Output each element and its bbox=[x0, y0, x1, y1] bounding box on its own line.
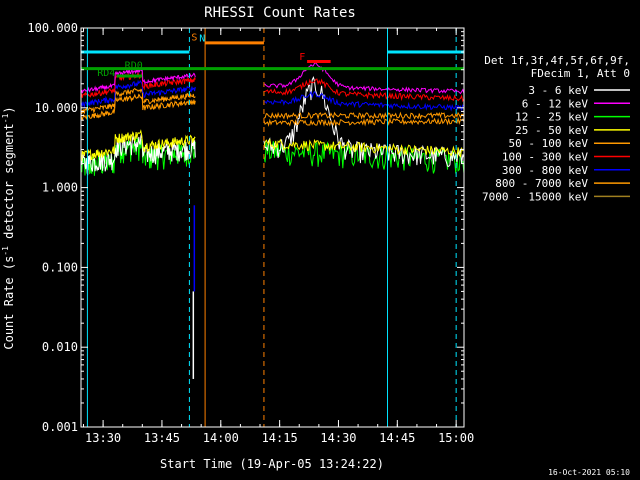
legend-label: 50 - 100 keV bbox=[509, 137, 589, 150]
plot-frame bbox=[80, 27, 465, 428]
legend-label: 800 - 7000 keV bbox=[495, 177, 588, 190]
annotation-layer: NS F RD4 RD0 bbox=[81, 28, 464, 427]
series-line bbox=[263, 76, 465, 167]
legend-header-line-2: FDecim 1, Att 0 bbox=[531, 67, 630, 80]
series-line bbox=[263, 111, 465, 121]
y-axis-label-mid: detector segment bbox=[2, 123, 16, 246]
series-line bbox=[80, 129, 196, 162]
x-axis-label: Start Time (19-Apr-05 13:24:22) bbox=[160, 457, 384, 471]
rd4-label: RD4 bbox=[97, 68, 115, 79]
y-axis-label: Count Rate (s-1 detector segment-1) bbox=[1, 106, 16, 349]
y-axis-label-exp1: -1 bbox=[1, 246, 10, 256]
y-axis-label-exp2: -1 bbox=[1, 113, 10, 123]
series-line bbox=[80, 93, 196, 122]
legend-label: 100 - 300 keV bbox=[502, 151, 588, 164]
x-tick-label: 14:15 bbox=[262, 431, 298, 445]
series-line bbox=[80, 79, 196, 109]
plot-data bbox=[80, 62, 465, 379]
y-tick-label: 1.000 bbox=[42, 181, 78, 195]
series-line bbox=[80, 133, 196, 176]
legend-label: 6 - 12 keV bbox=[522, 97, 589, 110]
x-tick-label: 14:45 bbox=[379, 431, 415, 445]
saa-label: S bbox=[191, 32, 197, 43]
series-line bbox=[80, 66, 196, 94]
series-line bbox=[263, 138, 465, 160]
y-tick-label: 0.100 bbox=[42, 260, 78, 274]
footer-timestamp: 16-Oct-2021 05:10 bbox=[548, 468, 630, 477]
series-line bbox=[263, 90, 465, 112]
legend-label: 3 - 6 keV bbox=[528, 84, 588, 97]
series-line bbox=[263, 116, 465, 127]
rd0-label: RD0 bbox=[125, 61, 143, 72]
series-line bbox=[80, 87, 196, 115]
chart-title: RHESSI Count Rates bbox=[204, 5, 356, 21]
y-tick-label: 10.000 bbox=[35, 101, 78, 115]
legend-label: 25 - 50 keV bbox=[515, 124, 588, 137]
y-tick-label: 100.000 bbox=[27, 21, 78, 35]
y-axis-label-main: Count Rate (s bbox=[2, 256, 16, 350]
y-axis-label-end: ) bbox=[2, 106, 16, 113]
y-tick-label: 0.010 bbox=[42, 340, 78, 354]
x-tick-label: 14:30 bbox=[320, 431, 356, 445]
x-tick-label: 15:00 bbox=[438, 431, 474, 445]
series-line bbox=[263, 62, 465, 95]
legend: Det 1f,3f,4f,5f,6f,9f, FDecim 1, Att 0 3… bbox=[482, 54, 630, 203]
x-axis: 13:30 13:45 14:00 14:15 14:30 14:45 15:00 bbox=[82, 28, 474, 445]
y-axis: 0.001 0.010 0.100 1.000 10.000 100.000 bbox=[27, 21, 464, 434]
x-tick-label: 14:00 bbox=[203, 431, 239, 445]
y-tick-label: 0.001 bbox=[42, 420, 78, 434]
legend-label: 7000 - 15000 keV bbox=[482, 190, 588, 203]
legend-label: 300 - 800 keV bbox=[502, 164, 588, 177]
x-tick-label: 13:30 bbox=[85, 431, 121, 445]
night-label: N bbox=[199, 33, 205, 44]
legend-label: 12 - 25 keV bbox=[515, 111, 588, 124]
legend-header-line-1: Det 1f,3f,4f,5f,6f,9f, bbox=[484, 54, 630, 67]
flare-label: F bbox=[299, 52, 305, 63]
x-tick-label: 13:45 bbox=[144, 431, 180, 445]
series-line bbox=[263, 78, 465, 103]
